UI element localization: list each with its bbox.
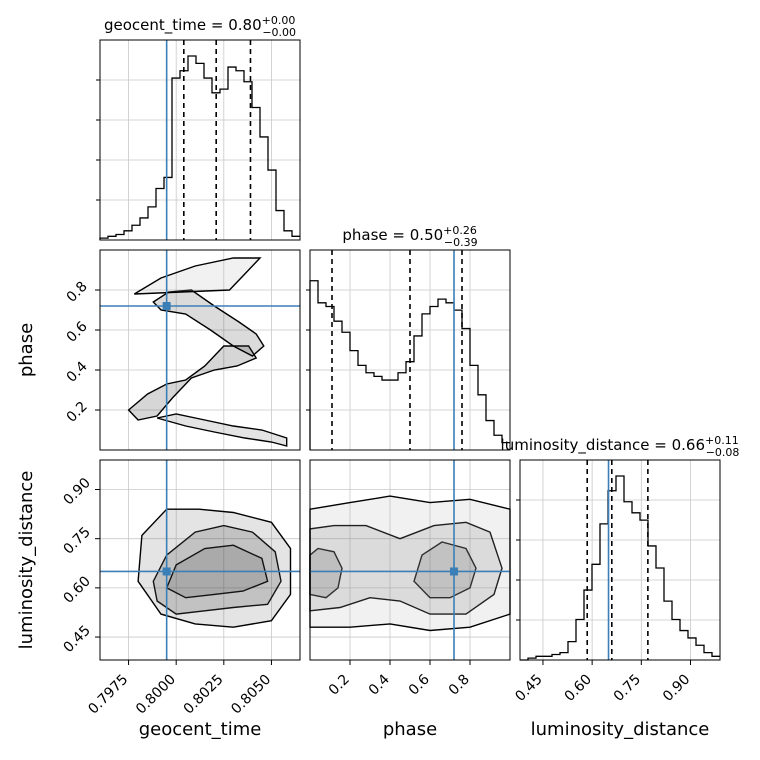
y-tick-label: 0.6 <box>64 319 91 346</box>
x-axis-label: luminosity_distance <box>531 719 710 740</box>
panel-frame <box>519 459 721 661</box>
y-tick-label: 0.45 <box>60 623 93 656</box>
x-tick-label: 0.75 <box>611 672 644 705</box>
panel-title: phase = 0.50+0.26 −0.39 <box>342 224 477 249</box>
panel-frame <box>99 459 301 661</box>
histogram-step <box>520 475 720 661</box>
y-axis-label: luminosity_distance <box>16 471 37 650</box>
x-tick-label: 0.60 <box>562 672 595 705</box>
x-tick-label: 0.8050 <box>228 672 274 718</box>
truth-marker <box>162 567 171 576</box>
y-tick-label: 0.2 <box>64 399 91 426</box>
density-contour <box>127 345 258 421</box>
joint-panel-geocent_time-phase <box>99 249 301 451</box>
joint-panel-geocent_time-luminosity_distance <box>99 459 301 661</box>
hist-panel-geocent_time: geocent_time = 0.80+0.00 −0.00 <box>96 14 301 241</box>
panel-title: geocent_time = 0.80+0.00 −0.00 <box>104 14 296 39</box>
density-contour <box>152 289 265 357</box>
y-tick-label: 0.90 <box>60 475 93 508</box>
truth-marker <box>450 567 458 576</box>
x-tick-label: 0.6 <box>406 671 433 698</box>
density-contour <box>309 547 343 599</box>
y-tick-label: 0.60 <box>60 573 93 606</box>
density-contour <box>156 413 288 447</box>
x-axis-label: phase <box>383 719 437 740</box>
panel-frame <box>309 249 511 451</box>
y-tick-label: 0.75 <box>60 524 93 557</box>
x-tick-label: 0.90 <box>660 672 693 705</box>
x-tick-label: 0.7975 <box>85 672 131 718</box>
x-axis-label: geocent_time <box>139 719 262 740</box>
hist-panel-phase: phase = 0.50+0.26 −0.39 <box>306 224 511 451</box>
truth-marker <box>162 302 171 310</box>
joint-panel-phase-luminosity_distance <box>309 459 511 661</box>
x-tick-label: 0.2 <box>326 672 353 699</box>
x-tick-label: 0.4 <box>366 671 393 698</box>
x-tick-label: 0.8 <box>446 672 473 699</box>
x-tick-label: 0.8025 <box>181 672 227 718</box>
y-tick-label: 0.4 <box>64 359 91 386</box>
y-tick-label: 0.8 <box>64 279 91 306</box>
x-tick-label: 0.45 <box>512 672 545 705</box>
x-tick-label: 0.8000 <box>133 672 179 718</box>
histogram-step <box>99 55 300 240</box>
hist-panel-luminosity_distance: luminosity_distance = 0.66+0.11 −0.08 <box>501 434 740 661</box>
density-contour <box>413 541 477 599</box>
y-axis-label: phase <box>16 323 37 377</box>
panel-frame <box>309 459 511 661</box>
density-contour <box>137 508 292 628</box>
panel-title: luminosity_distance = 0.66+0.11 −0.08 <box>501 434 740 459</box>
density-contour <box>309 495 511 632</box>
density-contour <box>133 257 262 295</box>
panel-frame <box>99 39 301 241</box>
panel-frame <box>99 249 301 451</box>
